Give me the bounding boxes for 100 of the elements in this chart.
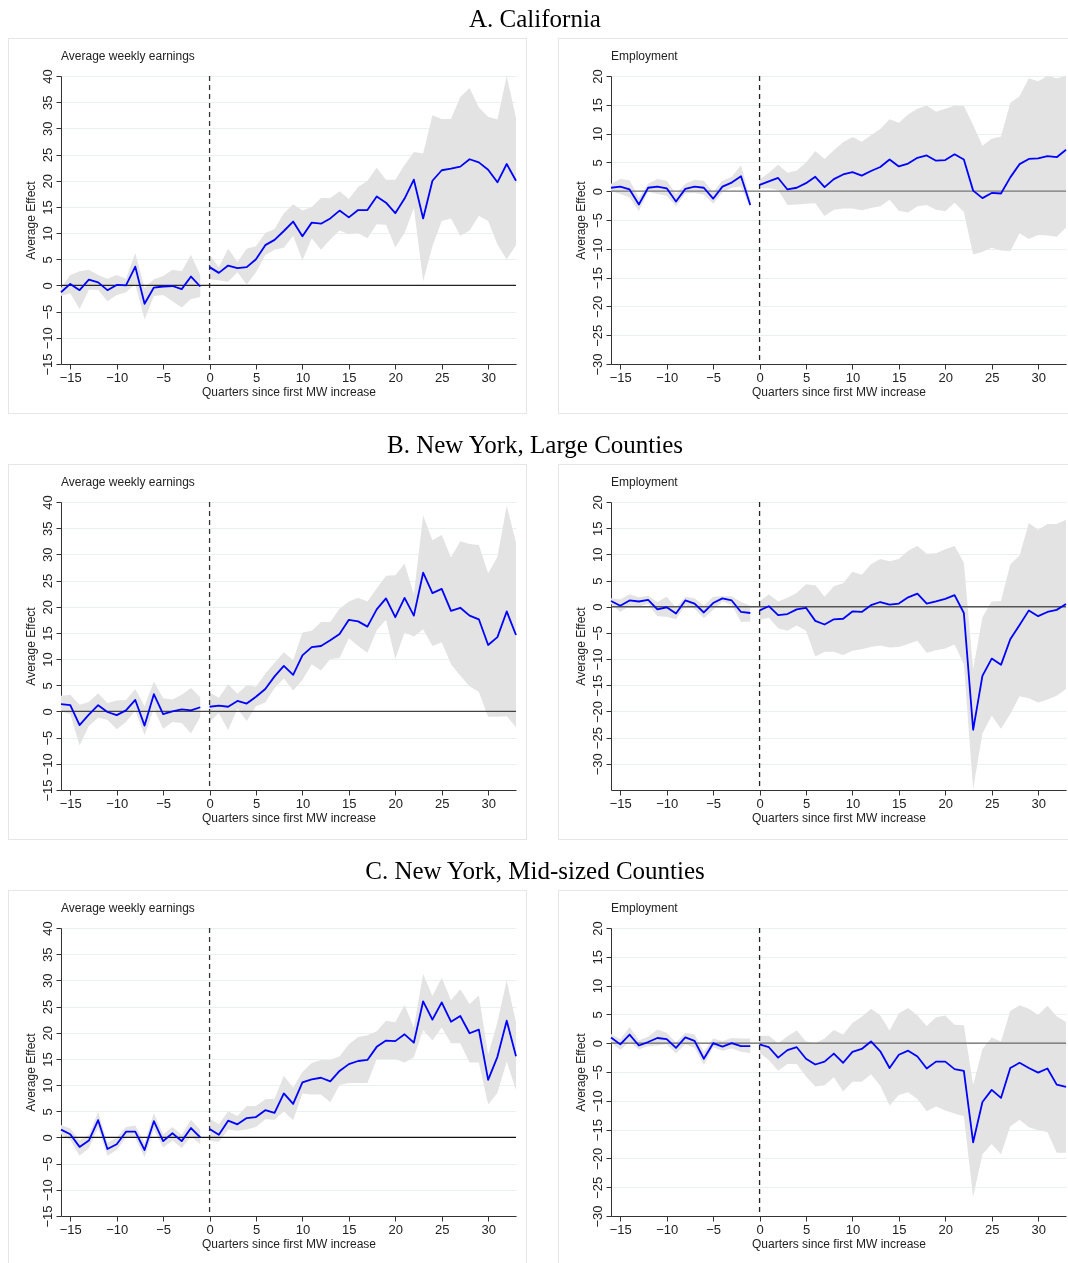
x-tick-label: 5 [802,369,811,385]
y-tick-label: 10 [39,226,55,241]
y-tick-label: 0 [589,1040,605,1048]
y-tick-label: −30 [589,1205,605,1228]
y-tick-label: 15 [39,1052,55,1067]
x-axis-title: Quarters since first MW increase [201,384,377,399]
y-tick-label: 15 [589,521,605,536]
chart-subtitle: Average weekly earnings [61,900,195,915]
x-tick-label: −5 [156,369,172,385]
line-series [758,1040,1067,1144]
x-tick-label: 20 [388,1221,404,1237]
y-tick-label: 35 [39,521,55,536]
y-tick-label: 0 [589,603,605,611]
x-tick-label: −5 [706,795,722,811]
chart-subtitle: Employment [611,900,679,915]
chart-title: C. New York, Mid-sized Counties [364,856,706,886]
y-axis-title: Average Effect [23,180,38,260]
x-tick-label: −10 [106,1221,129,1237]
y-tick-label: 0 [39,282,55,290]
x-tick-label: −15 [609,1221,632,1237]
y-tick-label: 15 [39,200,55,215]
x-tick-label: 20 [388,795,404,811]
x-tick-label: 0 [206,369,214,385]
x-axis-title: Quarters since first MW increase [751,810,927,825]
y-tick-label: 10 [589,547,605,563]
y-tick-label: 35 [39,947,55,962]
x-tick-label: 5 [252,1221,261,1237]
y-tick-label: 30 [39,973,55,989]
x-tick-label: 10 [845,369,861,385]
y-tick-label: −5 [589,625,605,641]
y-tick-label: −25 [589,324,605,347]
y-tick-label: 20 [589,69,605,84]
y-tick-label: −30 [589,753,605,776]
x-tick-label: 20 [938,795,954,811]
y-tick-label: 30 [39,547,55,563]
x-tick-label: 5 [252,795,261,811]
x-tick-label: 15 [892,795,907,811]
x-tick-label: −5 [706,369,722,385]
y-axis-title: Average Effect [573,180,588,260]
x-tick-label: 25 [434,795,450,811]
y-tick-label: 25 [39,999,55,1015]
y-tick-label: −30 [589,353,605,376]
x-tick-label: 0 [756,369,764,385]
y-tick-label: −20 [589,700,605,723]
x-tick-label: 0 [756,795,764,811]
chart-title: A. California [468,4,602,34]
x-tick-label: 25 [984,1221,1000,1237]
y-tick-label: 20 [589,495,605,510]
y-axis-title: Average Effect [23,606,38,686]
x-tick-label: 10 [845,1221,861,1237]
y-tick-label: 25 [39,147,55,163]
x-tick-label: 0 [756,1221,764,1237]
y-tick-label: −15 [589,674,605,697]
y-tick-label: 10 [589,978,605,994]
x-tick-label: −15 [609,369,632,385]
chart-title: B. New York, Large Counties [385,430,685,460]
y-tick-label: −10 [589,238,605,261]
y-tick-label: 35 [39,95,55,110]
x-tick-label: 25 [984,795,1000,811]
line-series [60,265,202,305]
x-tick-label: −15 [59,369,82,385]
y-axis-title: Average Effect [23,1032,38,1112]
x-tick-label: 20 [938,1221,954,1237]
x-tick-label: 0 [206,795,214,811]
line-series [610,597,752,615]
y-tick-label: −10 [589,1090,605,1113]
y-tick-label: 40 [39,69,55,84]
x-tick-label: −10 [656,1221,679,1237]
y-tick-label: −5 [39,1156,55,1172]
x-axis-title: Quarters since first MW increase [751,384,927,399]
x-tick-label: −10 [656,795,679,811]
y-tick-label: 0 [39,1134,55,1142]
y-tick-label: 20 [39,173,55,189]
x-tick-label: 10 [295,1221,311,1237]
x-tick-label: 30 [481,795,496,811]
x-tick-label: 15 [342,795,357,811]
y-tick-label: −10 [589,648,605,671]
x-axis-title: Quarters since first MW increase [201,810,377,825]
x-tick-label: 25 [434,369,450,385]
x-tick-label: −5 [156,1221,172,1237]
line-series [208,1000,517,1136]
x-tick-label: 10 [845,795,861,811]
y-tick-label: −10 [39,1179,55,1202]
x-tick-label: −10 [656,369,679,385]
y-axis-title: Average Effect [573,1032,588,1112]
y-tick-label: 30 [39,121,55,137]
y-tick-label: −25 [589,727,605,750]
y-tick-label: −5 [589,1065,605,1080]
x-tick-label: 15 [892,369,907,385]
y-tick-label: 5 [39,1108,55,1116]
y-axis-title: Average Effect [573,606,588,686]
y-tick-label: 5 [589,577,605,585]
x-tick-label: 30 [1031,1221,1046,1237]
x-tick-label: 20 [938,369,954,385]
line-series [60,693,202,727]
chart-subtitle: Average weekly earnings [61,474,195,489]
x-tick-label: −15 [609,795,632,811]
y-tick-label: 25 [39,573,55,589]
line-series [610,175,752,206]
x-tick-label: 15 [342,1221,357,1237]
